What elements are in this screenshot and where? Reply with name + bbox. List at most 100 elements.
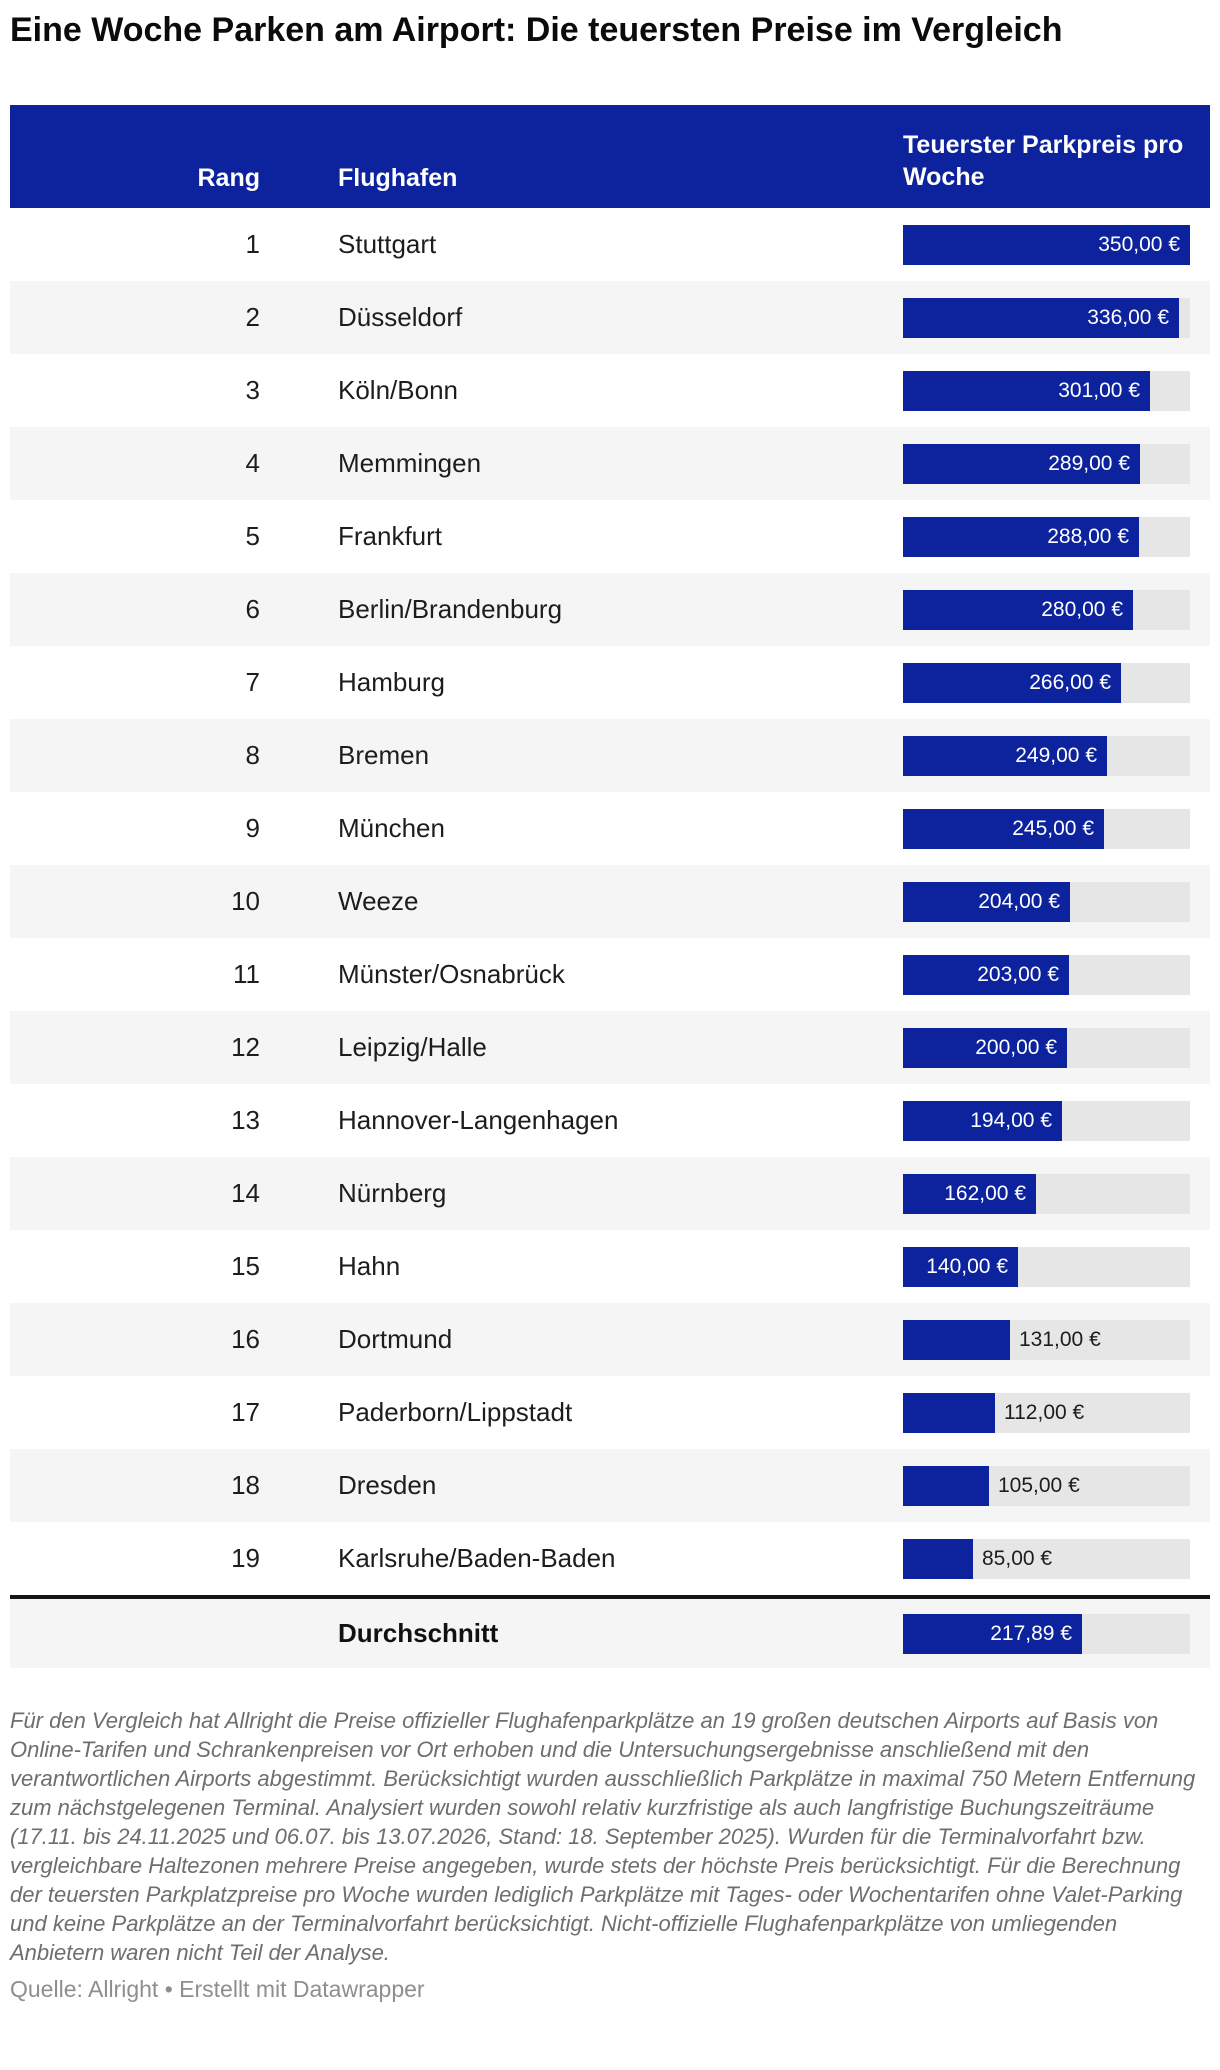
rank-cell: 9 bbox=[245, 813, 260, 843]
bar-value-label: 288,00 € bbox=[1047, 524, 1129, 548]
datawrapper-link[interactable]: Erstellt mit Datawrapper bbox=[179, 1976, 425, 2002]
bar bbox=[903, 1465, 989, 1506]
bar-cell: 131,00 € bbox=[903, 1319, 1210, 1360]
bar bbox=[903, 808, 1104, 849]
airport-cell: Karlsruhe/Baden-Baden bbox=[338, 1543, 616, 1573]
bar-value-label: 350,00 € bbox=[1098, 232, 1180, 256]
table-row: 15 Hahn 140,00 € bbox=[10, 1230, 1210, 1303]
summary-label: Durchschnitt bbox=[338, 1618, 499, 1648]
bar-cell: 200,00 € bbox=[903, 1027, 1210, 1068]
bar-value-label: 112,00 € bbox=[1004, 1400, 1085, 1424]
table-row: 10 Weeze 204,00 € bbox=[10, 865, 1210, 938]
bar-cell: 288,00 € bbox=[903, 516, 1210, 557]
airport-cell: München bbox=[338, 813, 445, 843]
rank-cell: 6 bbox=[245, 594, 260, 624]
table-row: 6 Berlin/Brandenburg 280,00 € bbox=[10, 573, 1210, 646]
bar-cell: 162,00 € bbox=[903, 1173, 1210, 1214]
page-title: Eine Woche Parken am Airport: Die teuers… bbox=[10, 11, 1063, 49]
bar-value-label: 105,00 € bbox=[998, 1473, 1080, 1497]
methodology-note: Für den Vergleich hat Allright die Preis… bbox=[10, 1708, 1196, 1965]
table-row: 9 München 245,00 € bbox=[10, 792, 1210, 865]
bar-value-label: 217,89 € bbox=[990, 1621, 1072, 1645]
source-line: Quelle: Allright • Erstellt mit Datawrap… bbox=[10, 1976, 1210, 2003]
airport-cell: Köln/Bonn bbox=[338, 375, 458, 405]
bar bbox=[903, 297, 1179, 338]
bar-value-label: 336,00 € bbox=[1087, 305, 1169, 329]
airport-cell: Leipzig/Halle bbox=[338, 1032, 487, 1062]
airport-cell: Stuttgart bbox=[338, 229, 437, 259]
bar bbox=[903, 1027, 1067, 1068]
rank-cell: 5 bbox=[245, 521, 260, 551]
bar-value-label: 249,00 € bbox=[1015, 743, 1097, 767]
table-row: 19 Karlsruhe/Baden-Baden 85,00 € bbox=[10, 1522, 1210, 1595]
bar-cell: 194,00 € bbox=[903, 1100, 1210, 1141]
parking-price-table: Rang Flughafen Teuerster Parkpreis pro W… bbox=[10, 105, 1210, 1668]
rank-cell: 15 bbox=[231, 1251, 260, 1281]
separator-dot: • bbox=[164, 1976, 173, 2002]
airport-cell: Hannover-Langenhagen bbox=[338, 1105, 619, 1135]
rank-cell: 7 bbox=[245, 667, 260, 697]
bar-cell: 350,00 € bbox=[903, 224, 1210, 265]
table-header: Rang Flughafen Teuerster Parkpreis pro W… bbox=[10, 105, 1210, 208]
airport-cell: Berlin/Brandenburg bbox=[338, 594, 563, 624]
bar-cell: 289,00 € bbox=[903, 443, 1210, 484]
bar-value-label: 162,00 € bbox=[944, 1181, 1026, 1205]
table-row: 4 Memmingen 289,00 € bbox=[10, 427, 1210, 500]
table-row: 3 Köln/Bonn 301,00 € bbox=[10, 354, 1210, 427]
bar-value-label: 85,00 € bbox=[982, 1546, 1053, 1570]
bar bbox=[903, 881, 1070, 922]
bar-value-label: 131,00 € bbox=[1019, 1327, 1101, 1351]
bar-cell: 85,00 € bbox=[903, 1538, 1210, 1579]
bar bbox=[903, 1538, 973, 1579]
table-body: 1 Stuttgart 350,00 € 2 Düsseldorf 336,00… bbox=[10, 208, 1210, 1595]
column-header-rank: Rang bbox=[197, 164, 261, 192]
airport-cell: Dresden bbox=[338, 1470, 437, 1500]
bar-cell: 301,00 € bbox=[903, 370, 1210, 411]
rank-cell: 18 bbox=[231, 1470, 260, 1500]
airport-cell: Paderborn/Lippstadt bbox=[338, 1397, 573, 1427]
rank-cell: 19 bbox=[231, 1543, 260, 1573]
bar bbox=[903, 443, 1140, 484]
rank-cell: 17 bbox=[231, 1397, 260, 1427]
bar-cell: 112,00 € bbox=[903, 1392, 1210, 1433]
rank-cell: 11 bbox=[233, 959, 260, 989]
bar-value-label: 266,00 € bbox=[1029, 670, 1111, 694]
rank-cell: 10 bbox=[231, 886, 260, 916]
bar-value-label: 204,00 € bbox=[978, 889, 1060, 913]
table-row: 11 Münster/Osnabrück 203,00 € bbox=[10, 938, 1210, 1011]
bar-value-label: 203,00 € bbox=[977, 962, 1059, 986]
column-header-airport: Flughafen bbox=[338, 164, 458, 192]
bar-value-label: 194,00 € bbox=[970, 1108, 1052, 1132]
bar-cell: 249,00 € bbox=[903, 735, 1210, 776]
table-row: 5 Frankfurt 288,00 € bbox=[10, 500, 1210, 573]
rank-cell: 13 bbox=[231, 1105, 260, 1135]
airport-cell: Hahn bbox=[338, 1251, 401, 1281]
table-row: 8 Bremen 249,00 € bbox=[10, 719, 1210, 792]
source-link[interactable]: Allright bbox=[88, 1976, 159, 2002]
bar-cell: 336,00 € bbox=[903, 297, 1210, 338]
table-row: 18 Dresden 105,00 € bbox=[10, 1449, 1210, 1522]
bar bbox=[903, 516, 1139, 557]
bar-cell: 203,00 € bbox=[903, 954, 1210, 995]
bar bbox=[903, 662, 1121, 703]
bar-value-label: 301,00 € bbox=[1058, 378, 1140, 402]
table-row: 2 Düsseldorf 336,00 € bbox=[10, 281, 1210, 354]
rank-cell: 2 bbox=[245, 302, 260, 332]
summary-bar-cell: 217,89 € bbox=[903, 1613, 1210, 1654]
bar-value-label: 280,00 € bbox=[1041, 597, 1123, 621]
airport-cell: Bremen bbox=[338, 740, 430, 770]
airport-cell: Hamburg bbox=[338, 667, 445, 697]
table-row: 12 Leipzig/Halle 200,00 € bbox=[10, 1011, 1210, 1084]
bar-value-label: 200,00 € bbox=[975, 1035, 1057, 1059]
bar-cell: 140,00 € bbox=[903, 1246, 1210, 1287]
bar-value-label: 245,00 € bbox=[1012, 816, 1094, 840]
rank-cell: 14 bbox=[231, 1178, 260, 1208]
bar bbox=[903, 1319, 1010, 1360]
bar bbox=[903, 954, 1069, 995]
bar-cell: 245,00 € bbox=[903, 808, 1210, 849]
table-row: 1 Stuttgart 350,00 € bbox=[10, 208, 1210, 281]
source-prefix: Quelle: bbox=[10, 1976, 83, 2002]
airport-cell: Frankfurt bbox=[338, 521, 443, 551]
bar bbox=[903, 1173, 1036, 1214]
